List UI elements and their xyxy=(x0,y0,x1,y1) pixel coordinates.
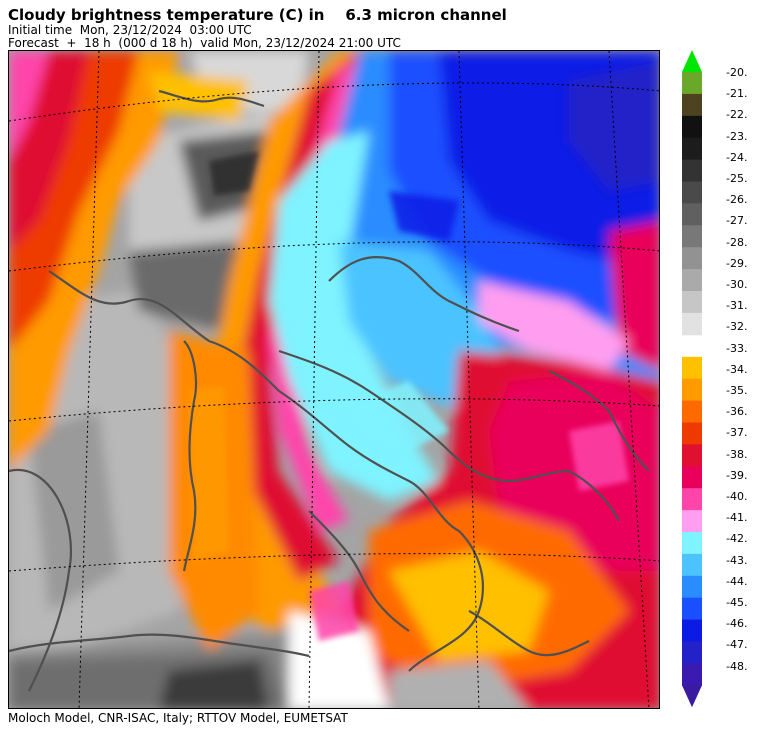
map-title: Cloudy brightness temperature (C) in 6.3… xyxy=(8,6,507,24)
colorbar-swatch xyxy=(682,247,702,270)
colorbar-tick-label: -48. xyxy=(726,659,748,673)
colorbar xyxy=(682,50,702,708)
colorbar-swatch xyxy=(682,159,702,182)
colorbar-swatch xyxy=(682,137,702,161)
colorbar-swatch xyxy=(682,115,702,139)
colorbar-swatch xyxy=(682,378,702,402)
coastlines xyxy=(9,89,650,692)
graticule xyxy=(9,51,659,708)
colorbar-swatch xyxy=(682,291,702,314)
colorbar-swatch xyxy=(682,641,702,664)
colorbar-swatch xyxy=(682,532,702,555)
colorbar-tick-label: -22. xyxy=(726,108,748,122)
colorbar-tick-label: -32. xyxy=(726,320,748,334)
colorbar-tick-label: -47. xyxy=(726,638,748,652)
colorbar-tick-label: -43. xyxy=(726,553,748,567)
map-canvas xyxy=(9,51,659,708)
model-credits: Moloch Model, CNR-ISAC, Italy; RTTOV Mod… xyxy=(8,711,348,725)
colorbar-swatch xyxy=(682,553,702,577)
colorbar-tick-label: -20. xyxy=(726,66,748,79)
colorbar-tick-label: -35. xyxy=(726,384,748,397)
colorbar-swatch xyxy=(682,269,702,292)
colorbar-swatch xyxy=(682,597,702,621)
colorbar-tick-label: -42. xyxy=(726,532,748,546)
colorbar-tick-label: -40. xyxy=(726,490,748,503)
colorbar-swatch xyxy=(682,93,702,117)
colorbar-top-arrow xyxy=(682,50,702,72)
colorbar-tick-label: -39. xyxy=(726,468,748,482)
forecast-valid-time: Forecast + 18 h (000 d 18 h) valid Mon, … xyxy=(8,36,401,50)
colorbar-tick-label: -25. xyxy=(726,172,748,185)
header: Cloudy brightness temperature (C) in 6.3… xyxy=(8,6,507,50)
colorbar-swatch xyxy=(682,72,702,95)
colorbar-tick-label: -30. xyxy=(726,278,748,291)
colorbar-tick-label: -28. xyxy=(726,235,748,249)
forecast-map xyxy=(8,50,660,709)
colorbar-bottom-arrow xyxy=(682,685,702,708)
colorbar-tick-label: -41. xyxy=(726,511,748,525)
colorbar-swatch xyxy=(682,488,702,511)
colorbar-tick-label: -23. xyxy=(726,129,748,143)
colorbar-tick-label: -24. xyxy=(726,150,748,164)
colorbar-swatch xyxy=(682,575,702,599)
colorbar-tick-label: -29. xyxy=(726,256,748,270)
initial-time: Initial time Mon, 23/12/2024 03:00 UTC xyxy=(8,23,252,37)
colorbar-tick-label: -46. xyxy=(726,617,748,631)
colorbar-tick-label: -27. xyxy=(726,214,748,228)
colorbar-swatch xyxy=(682,663,702,686)
colorbar-tick-label: -38. xyxy=(726,447,748,461)
colorbar-tick-label: -33. xyxy=(726,341,748,355)
colorbar-swatch xyxy=(682,203,702,226)
colorbar-swatch xyxy=(682,312,702,336)
colorbar-tick-label: -37. xyxy=(726,426,748,440)
colorbar-swatch xyxy=(682,510,702,533)
colorbar-tick-label: -21. xyxy=(726,87,748,101)
colorbar-swatch xyxy=(682,181,702,204)
colorbar-swatch xyxy=(682,466,702,489)
colorbar-tick-label: -45. xyxy=(726,596,748,609)
colorbar-swatch xyxy=(682,400,702,423)
colorbar-tick-label: -36. xyxy=(726,405,748,419)
colorbar-tick-label: -34. xyxy=(726,362,748,376)
colorbar-swatch xyxy=(682,422,702,445)
colorbar-tick-label: -44. xyxy=(726,574,748,588)
colorbar-swatch xyxy=(682,356,702,380)
colorbar-tick-label: -26. xyxy=(726,193,748,207)
colorbar-swatch xyxy=(682,619,702,642)
colorbar-swatch xyxy=(682,225,702,248)
cloud-detail-layer xyxy=(189,151,629,641)
colorbar-swatch xyxy=(682,444,702,467)
colorbar-tick-label: -31. xyxy=(726,299,748,313)
